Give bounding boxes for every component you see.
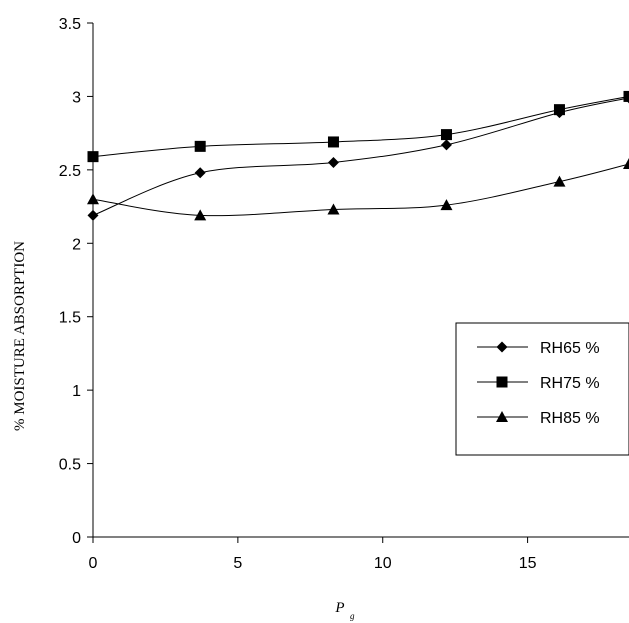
data-point-diamond (194, 167, 206, 179)
series-line (92, 95, 629, 158)
series-layer (87, 90, 629, 221)
data-point-diamond (440, 139, 452, 151)
series-line (92, 163, 629, 217)
y-tick-label: 3 (72, 89, 81, 106)
x-axis-label: P (334, 600, 344, 616)
y-tick-label: 0.5 (59, 457, 81, 474)
legend-label: RH85 % (540, 410, 600, 427)
legend-box (455, 322, 629, 456)
x-tick-label: 5 (233, 555, 242, 572)
legend-label: RH65 % (540, 340, 600, 357)
data-point-triangle (623, 157, 629, 169)
data-point-square (623, 90, 629, 102)
data-point-square (553, 104, 565, 116)
y-tick-label: 2.5 (59, 163, 81, 180)
data-point-square (440, 129, 452, 141)
data-point-triangle (553, 175, 566, 187)
series-diamond (87, 92, 629, 221)
data-point-triangle (87, 193, 99, 205)
data-point-square (87, 151, 99, 163)
legend: RH65 % RH75 % RH85 % (455, 322, 629, 456)
data-point-diamond (327, 157, 339, 169)
y-tick-label: 1.5 (59, 310, 81, 327)
data-point-square (194, 140, 206, 152)
y-tick-label: 3.5 (59, 16, 81, 33)
data-point-triangle (327, 203, 340, 215)
legend-marker-diamond (496, 341, 508, 353)
x-tick-label: 10 (374, 555, 392, 572)
legend-marker-triangle (496, 411, 508, 422)
data-point-diamond (87, 209, 99, 221)
series-line (92, 97, 629, 216)
x-tick-label: 15 (519, 555, 537, 572)
series-triangle (87, 157, 629, 221)
legend-label: RH75 % (540, 375, 600, 392)
y-tick-label: 0 (72, 530, 81, 547)
data-point-square (327, 136, 339, 148)
y-axis-label: % MOISTURE ABSORPTION (12, 241, 28, 431)
y-tick-label: 2 (72, 236, 81, 253)
series-square (87, 90, 629, 163)
axes: 0 0.5 1 1.5 2 2.5 3 3.5 0 5 10 15 (59, 16, 629, 572)
data-point-triangle (440, 199, 453, 211)
x-tick-label: 0 (89, 555, 98, 572)
legend-marker-square (496, 376, 508, 388)
data-point-triangle (194, 209, 207, 221)
x-axis-label-subscript: g (350, 611, 355, 621)
y-tick-label: 1 (72, 383, 81, 400)
